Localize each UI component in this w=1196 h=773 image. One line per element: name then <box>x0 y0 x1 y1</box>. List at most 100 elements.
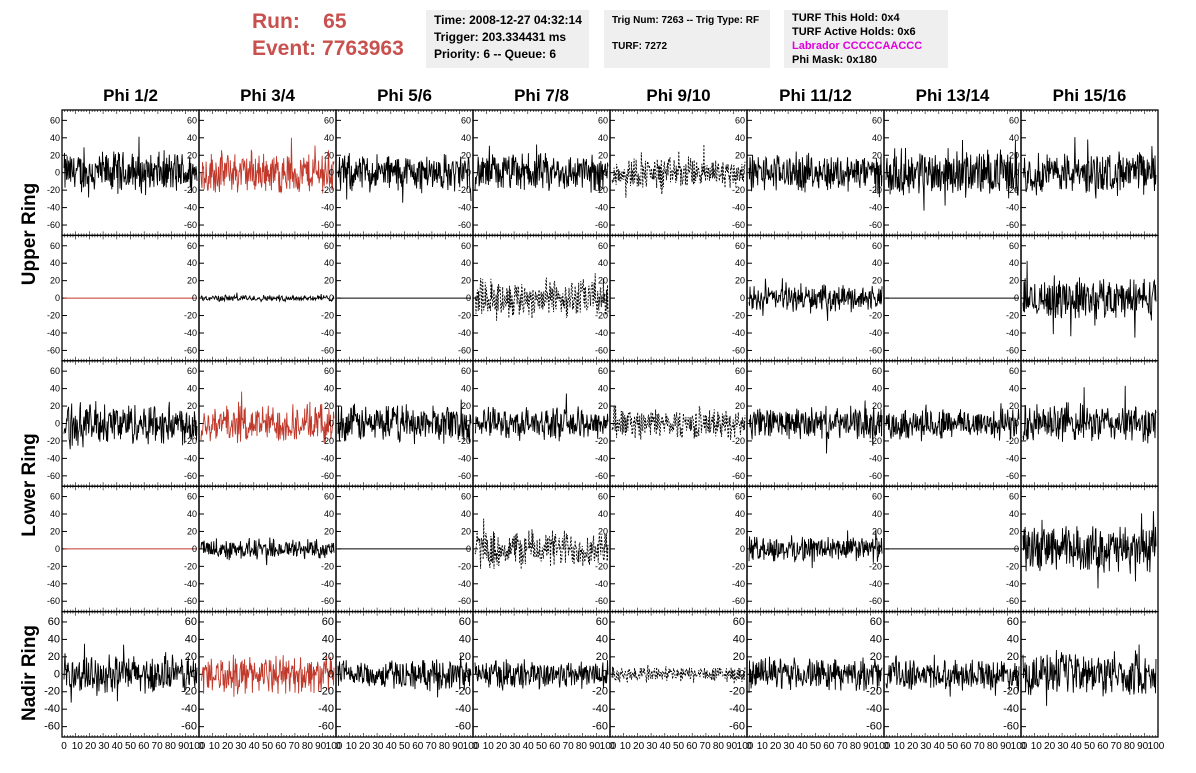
x-tick-label: 20 <box>85 741 97 752</box>
time-info-box: Time: 2008-12-27 04:32:14 Trigger: 203.3… <box>426 10 589 68</box>
y-tick-label: -20 <box>866 686 882 698</box>
y-tick-label: -20 <box>44 686 60 698</box>
panel-r4-c4: -60 -40 -20 0 20 40 60 <box>458 485 611 613</box>
x-tick-label: 90 <box>589 741 601 752</box>
y-tick-label: 0 <box>465 668 471 680</box>
y-tick-label: 40 <box>461 509 471 519</box>
y-tick-label: -40 <box>595 453 608 463</box>
y-tick-label: -20 <box>732 561 745 571</box>
y-tick-label: -60 <box>458 345 471 355</box>
waveform-trace <box>611 664 746 684</box>
x-tick-label: 90 <box>726 741 738 752</box>
y-tick-label: 20 <box>324 401 334 411</box>
y-tick-label: -40 <box>595 579 608 589</box>
y-tick-label: 0 <box>1014 168 1019 178</box>
y-tick-label: -40 <box>318 703 334 715</box>
x-tick-label: 100 <box>1148 741 1165 752</box>
y-tick-label: 60 <box>461 366 471 376</box>
y-tick-label: 40 <box>459 633 471 645</box>
y-tick-label: 40 <box>735 258 745 268</box>
y-tick-label: -20 <box>595 185 608 195</box>
y-tick-label: 60 <box>324 366 334 376</box>
y-tick-label: -40 <box>184 453 197 463</box>
y-tick-label: 0 <box>877 419 882 429</box>
y-tick-label: -40 <box>458 453 471 463</box>
y-tick-label: 40 <box>735 133 745 143</box>
x-tick-label: 50 <box>262 741 274 752</box>
y-tick-label: 60 <box>872 115 882 125</box>
y-tick-label: 0 <box>740 293 745 303</box>
y-tick-label: -40 <box>732 203 745 213</box>
x-tick-label: 0 <box>883 741 889 752</box>
y-tick-label: 40 <box>598 384 608 394</box>
y-tick-label: 40 <box>187 133 197 143</box>
y-tick-label: 60 <box>324 115 334 125</box>
y-tick-label: 0 <box>329 168 334 178</box>
x-tick-label: 40 <box>523 741 535 752</box>
y-tick-label: -40 <box>1006 453 1019 463</box>
y-tick-label: 60 <box>461 492 471 502</box>
y-tick-label: 40 <box>1009 384 1019 394</box>
x-tick-label: 100 <box>737 741 754 752</box>
y-tick-label: 60 <box>872 492 882 502</box>
turf-hold-text: TURF This Hold: 0x4 <box>792 12 900 24</box>
phi-header-2: Phi 3/4 <box>240 86 295 105</box>
y-tick-label: -40 <box>321 453 334 463</box>
event-line: Event: 7763963 <box>252 37 404 61</box>
y-tick-label: -20 <box>184 185 197 195</box>
y-tick-label: 20 <box>459 651 471 663</box>
y-tick-label: 20 <box>187 526 197 536</box>
y-tick-label: -40 <box>321 328 334 338</box>
y-tick-label: -20 <box>458 311 471 321</box>
trigger-text: Trigger: 203.334431 ms <box>434 30 567 44</box>
phi-header-4: Phi 7/8 <box>514 86 569 105</box>
y-tick-label: 40 <box>50 133 60 143</box>
x-tick-label: 50 <box>399 741 411 752</box>
y-tick-label: 0 <box>55 419 60 429</box>
waveform-trace <box>474 518 609 570</box>
waveform-trace <box>611 144 746 198</box>
y-tick-label: -40 <box>47 453 60 463</box>
waveform-trace <box>63 136 198 198</box>
y-tick-label: 60 <box>598 366 608 376</box>
y-tick-label: -20 <box>732 185 745 195</box>
y-tick-label: 60 <box>50 115 60 125</box>
y-tick-label: 20 <box>598 276 608 286</box>
run-event-box: Run: 65 Event: 7763963 <box>252 6 422 68</box>
y-tick-label: 20 <box>872 526 882 536</box>
y-tick-label: 0 <box>877 168 882 178</box>
y-tick-label: 0 <box>603 168 608 178</box>
panel-r2-c2: -60 -40 -20 0 20 40 60 <box>184 234 337 362</box>
x-tick-label: 50 <box>673 741 685 752</box>
x-tick-label: 10 <box>483 741 495 752</box>
x-tick-label: 40 <box>660 741 672 752</box>
y-tick-label: 40 <box>598 133 608 143</box>
panel-r3-c8: -60 -40 -20 0 20 40 60 <box>1006 360 1159 487</box>
x-tick-label: 10 <box>1031 741 1043 752</box>
panel-r3-c5: -60 -40 -20 0 20 40 60 <box>595 360 748 487</box>
y-tick-label: -60 <box>47 345 60 355</box>
y-tick-label: 20 <box>322 651 334 663</box>
y-tick-label: 60 <box>872 366 882 376</box>
y-tick-label: -60 <box>732 345 745 355</box>
y-tick-label: 40 <box>870 633 882 645</box>
y-tick-label: -60 <box>455 721 471 733</box>
y-tick-label: -20 <box>1006 311 1019 321</box>
y-tick-label: 40 <box>187 509 197 519</box>
panel-r1-c6: -60 -40 -20 0 20 40 60 <box>732 109 885 237</box>
y-tick-label: 20 <box>187 276 197 286</box>
x-tick-label: 0 <box>609 741 615 752</box>
x-tick-label: 70 <box>837 741 849 752</box>
waveform-trace <box>611 405 746 440</box>
phi-header-1: Phi 1/2 <box>103 86 158 105</box>
y-tick-label: -20 <box>869 311 882 321</box>
panel-r4-c6: -60 -40 -20 0 20 40 60 <box>732 485 885 613</box>
y-tick-label: -20 <box>869 561 882 571</box>
x-tick-label: 60 <box>549 741 561 752</box>
x-tick-label: 70 <box>426 741 438 752</box>
trig-info-box: Trig Num: 7263 -- Trig Type: RF TURF: 72… <box>604 10 770 68</box>
y-tick-label: 60 <box>735 115 745 125</box>
y-tick-label: 0 <box>877 544 882 554</box>
waveform-trace <box>200 137 335 194</box>
